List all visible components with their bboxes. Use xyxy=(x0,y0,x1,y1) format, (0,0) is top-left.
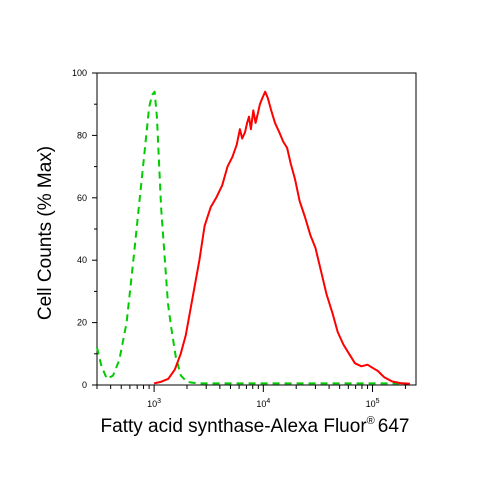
x-tick-label-base: 10 xyxy=(366,399,376,409)
x-axis-label-suffix: 647 xyxy=(378,416,410,437)
y-axis-ticks: 0 20 40 60 80 100 xyxy=(72,68,97,390)
y-tick-label: 60 xyxy=(77,193,87,203)
x-tick-label-base: 10 xyxy=(256,399,266,409)
x-tick-label-exponent: 3 xyxy=(157,398,161,405)
y-tick-label: 100 xyxy=(72,68,87,78)
x-axis-ticks: 103 104 105 xyxy=(96,385,406,409)
series-layer xyxy=(96,90,410,385)
y-axis-label: Cell Counts (% Max) xyxy=(35,146,56,320)
x-tick-label-exponent: 4 xyxy=(266,398,270,405)
x-tick-label: 103 xyxy=(147,398,161,409)
x-axis-label: Fatty acid synthase-Alexa Fluor® 647 xyxy=(101,415,410,437)
series-line-red xyxy=(153,90,410,385)
x-tick-label: 105 xyxy=(366,398,380,409)
x-axis-label-superscript: ® xyxy=(367,415,375,427)
y-tick-label: 20 xyxy=(77,318,87,328)
y-tick-label: 0 xyxy=(82,380,87,390)
x-tick-label: 104 xyxy=(256,398,270,409)
x-tick-label-exponent: 5 xyxy=(376,398,380,405)
y-tick-label: 40 xyxy=(77,255,87,265)
x-tick-label-base: 10 xyxy=(147,399,157,409)
series-line-green-dashed xyxy=(96,90,406,385)
x-axis-label-main: Fatty acid synthase-Alexa Fluor xyxy=(101,416,368,437)
y-tick-label: 80 xyxy=(77,130,87,140)
